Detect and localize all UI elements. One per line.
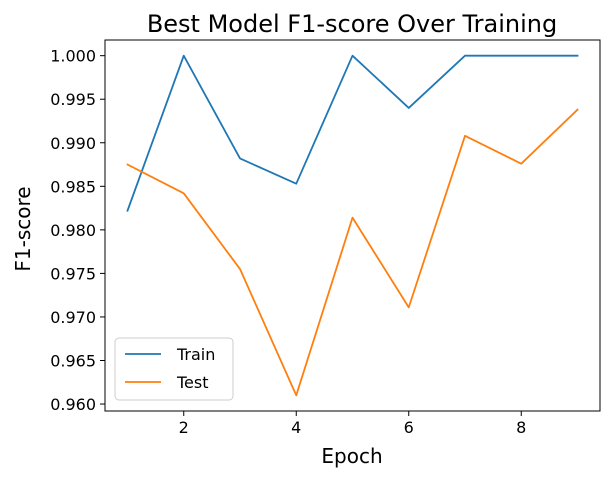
y-tick-label: 0.980 (50, 221, 96, 240)
x-axis-title: Epoch (321, 444, 382, 468)
x-tick-label: 4 (291, 418, 301, 437)
y-tick-label: 0.985 (50, 177, 96, 196)
plot-frame (104, 39, 601, 412)
y-tick-label: 0.990 (50, 134, 96, 153)
chart-title: Best Model F1-score Over Training (147, 10, 557, 38)
plot-area: 2 4 6 8 0.960 0.965 0.970 0.975 0.980 0.985 0.990 0… (50, 39, 601, 437)
y-tick-label: 1.000 (50, 47, 96, 66)
series-line-train (126, 54, 579, 212)
x-tick-label: 8 (516, 418, 526, 437)
legend-label-train: Train (176, 345, 215, 364)
y-tick-label: 0.975 (50, 264, 96, 283)
x-tick-label: 2 (179, 418, 189, 437)
x-tick-label: 6 (404, 418, 414, 437)
y-tick-label: 0.970 (50, 308, 96, 327)
legend: Train Test (114, 337, 234, 401)
y-axis-title: F1-score (11, 186, 35, 271)
y-tick-label: 0.995 (50, 90, 96, 109)
series-line-test (126, 108, 579, 397)
y-tick-label: 0.965 (50, 351, 96, 370)
y-tick-label: 0.960 (50, 395, 96, 414)
legend-label-test: Test (176, 373, 209, 392)
